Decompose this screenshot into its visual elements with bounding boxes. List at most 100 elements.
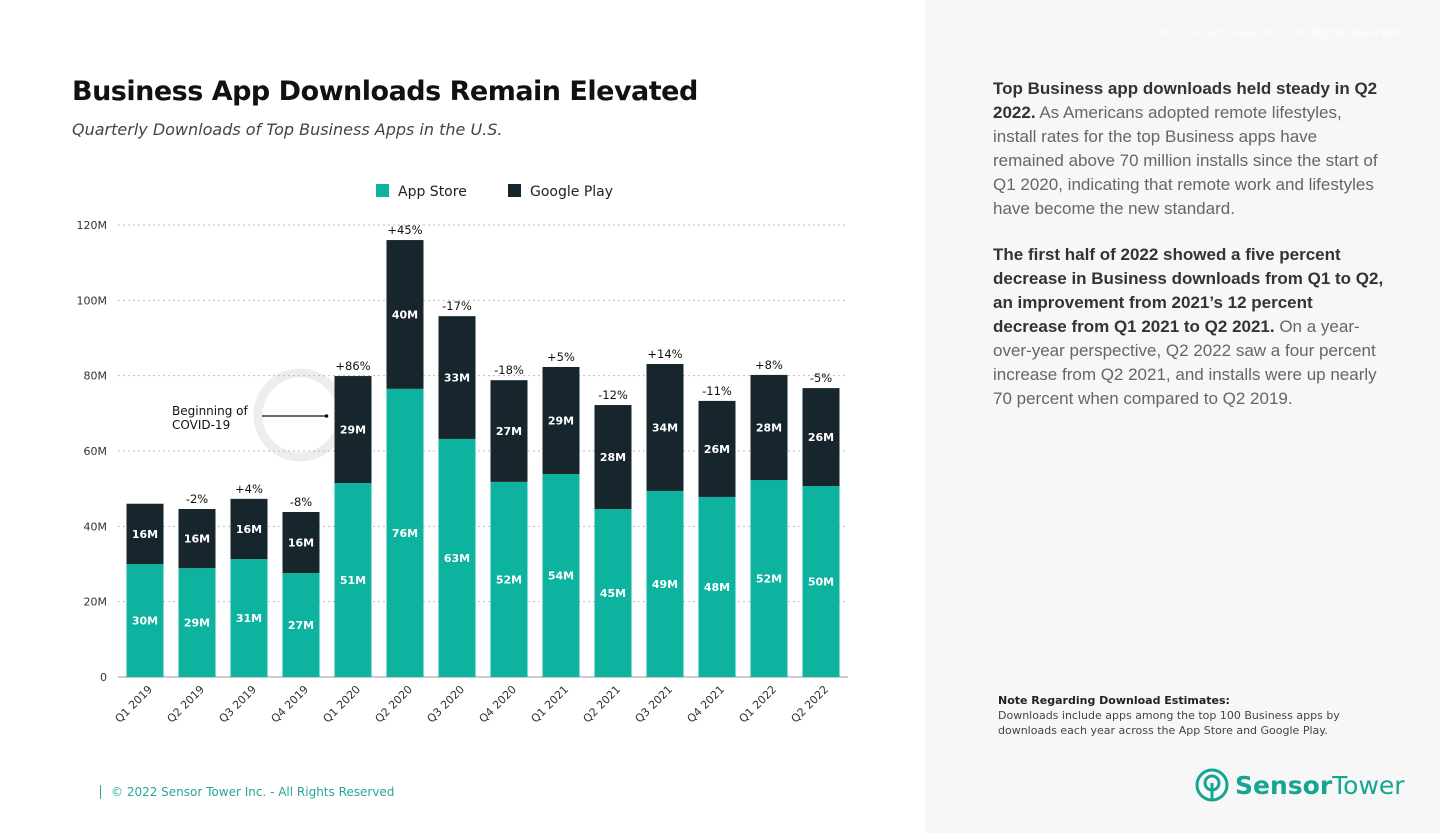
- x-tick-label: Q2 2021: [581, 683, 624, 726]
- bar-label-google-play: 28M: [600, 451, 626, 464]
- bar-label-google-play: 28M: [756, 421, 782, 434]
- bar-google-play: [178, 509, 216, 569]
- change-label: -5%: [810, 371, 832, 385]
- x-tick-label: Q4 2020: [477, 683, 520, 726]
- commentary-text: Top Business app downloads held steady i…: [993, 77, 1388, 411]
- bar-app-store: [230, 559, 268, 677]
- bar-app-store: [646, 490, 684, 677]
- copyright-footer: © 2022 Sensor Tower Inc. - All Rights Re…: [100, 785, 394, 799]
- bar-google-play: [386, 240, 424, 389]
- x-tick-label: Q2 2019: [165, 683, 208, 726]
- bar-label-google-play: 26M: [808, 431, 834, 444]
- x-tick-label: Q4 2019: [269, 683, 312, 726]
- paragraph-2: The first half of 2022 showed a five per…: [993, 243, 1388, 411]
- note-text: Downloads include apps among the top 100…: [998, 709, 1340, 737]
- sensor-tower-logo: SensorTower: [1195, 768, 1405, 802]
- x-tick-label: Q1 2021: [529, 683, 572, 726]
- chart-subtitle: Quarterly Downloads of Top Business Apps…: [72, 120, 503, 139]
- chart-title: Business App Downloads Remain Elevated: [72, 76, 698, 107]
- change-label: -18%: [494, 363, 524, 377]
- x-tick-label: Q2 2020: [373, 683, 416, 726]
- bar-google-play: [282, 512, 320, 574]
- paragraph-1-lead: Top Business app downloads held steady i…: [993, 79, 1378, 122]
- logo-text-bold: Sensor: [1235, 770, 1333, 800]
- bar-label-app-store: 48M: [704, 581, 730, 594]
- y-tick-label: 100M: [77, 294, 108, 307]
- bar-label-app-store: 51M: [340, 574, 366, 587]
- bar-app-store: [438, 438, 476, 677]
- change-label: +86%: [335, 359, 370, 373]
- change-label: -8%: [290, 495, 312, 509]
- bar-label-app-store: 54M: [548, 569, 574, 582]
- bar-google-play: [802, 388, 840, 487]
- bar-label-google-play: 16M: [132, 528, 158, 541]
- logo-text-light: Tower: [1332, 770, 1405, 800]
- x-tick-label: Q1 2022: [737, 683, 780, 726]
- bar-app-store: [178, 568, 216, 677]
- change-label: -17%: [442, 299, 472, 313]
- bar-label-google-play: 34M: [652, 421, 678, 434]
- bar-label-google-play: 40M: [392, 308, 418, 321]
- annotation-line-2: COVID-19: [172, 418, 230, 432]
- bar-label-app-store: 29M: [184, 617, 210, 630]
- y-tick-label: 0: [100, 671, 107, 684]
- bar-label-app-store: 63M: [444, 552, 470, 565]
- legend-label: App Store: [398, 184, 467, 200]
- chart-panel: Business App Downloads Remain Elevated Q…: [72, 76, 848, 799]
- change-label: +14%: [647, 347, 682, 361]
- estimates-note: Note Regarding Download Estimates: Downlo…: [998, 693, 1398, 738]
- legend-label: Google Play: [530, 184, 613, 200]
- bar-label-app-store: 31M: [236, 612, 262, 625]
- paragraph-1-body: As Americans adopted remote lifestyles, …: [993, 103, 1378, 218]
- stacked-bar-chart: 0 20M 40M 60M 80M 100M 120M App Store Google Pla…: [77, 184, 848, 726]
- y-tick-label: 80M: [84, 370, 108, 383]
- bar-app-store: [282, 573, 320, 677]
- bar-label-google-play: 16M: [288, 537, 314, 550]
- bar-google-play: [646, 363, 684, 491]
- change-label: -12%: [598, 388, 628, 402]
- bar-app-store: [750, 480, 788, 677]
- bar-app-store: [542, 473, 580, 677]
- x-tick-label: Q3 2019: [217, 683, 260, 726]
- bar-app-store: [386, 388, 424, 677]
- commentary-panel: © 2022 Sensor Tower Inc. - All Rights Re…: [925, 0, 1440, 833]
- bar-google-play: [490, 380, 528, 482]
- bar-app-store: [490, 481, 528, 677]
- bar-label-app-store: 45M: [600, 587, 626, 600]
- bar-app-store: [594, 509, 632, 677]
- bar-label-app-store: 49M: [652, 578, 678, 591]
- bar-google-play: [230, 498, 268, 560]
- top-copyright: © 2022 Sensor Tower Inc. - All Rights Re…: [1140, 26, 1400, 39]
- bar-label-app-store: 52M: [756, 573, 782, 586]
- sensor-tower-logo-icon: [1195, 768, 1229, 802]
- x-tick-label: Q2 2022: [789, 683, 832, 726]
- bar-label-google-play: 16M: [184, 533, 210, 546]
- bar-label-app-store: 50M: [808, 576, 834, 589]
- bar-label-google-play: 29M: [548, 414, 574, 427]
- bar-app-store: [698, 496, 736, 677]
- change-label: +5%: [547, 350, 575, 364]
- x-tick-label: Q1 2019: [113, 683, 156, 726]
- bar-label-app-store: 27M: [288, 619, 314, 632]
- bar-google-play: [698, 400, 736, 497]
- bar-label-google-play: 27M: [496, 425, 522, 438]
- bar-label-google-play: 16M: [236, 523, 262, 536]
- paragraph-2-lead: The first half of 2022 showed a five per…: [993, 245, 1384, 336]
- x-tick-label: Q3 2020: [425, 683, 468, 726]
- change-label: +45%: [387, 223, 422, 237]
- legend-swatch-0: [376, 184, 389, 197]
- change-label: -11%: [702, 384, 732, 398]
- y-tick-label: 40M: [84, 520, 108, 533]
- bar-google-play: [594, 405, 632, 510]
- bar-google-play: [334, 376, 372, 484]
- y-tick-label: 20M: [84, 596, 108, 609]
- bar-google-play: [438, 316, 476, 439]
- paragraph-1: Top Business app downloads held steady i…: [993, 77, 1388, 221]
- paragraph-2-body: On a year-over-year perspective, Q2 2022…: [993, 317, 1377, 408]
- x-tick-label: Q3 2021: [633, 683, 676, 726]
- bar-label-app-store: 76M: [392, 527, 418, 540]
- legend-swatch-1: [508, 184, 521, 197]
- note-title: Note Regarding Download Estimates:: [998, 694, 1230, 707]
- bar-google-play: [126, 503, 164, 564]
- change-label: +4%: [235, 482, 263, 496]
